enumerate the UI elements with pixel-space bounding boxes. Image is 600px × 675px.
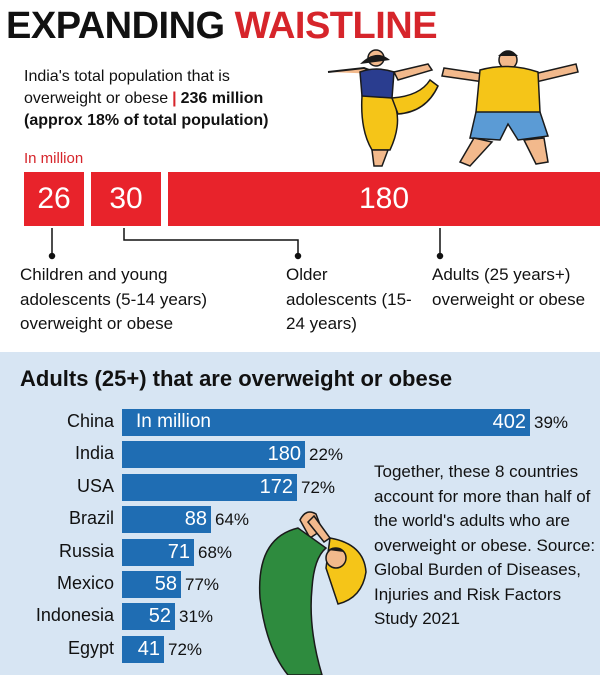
- country-label: India: [74, 443, 114, 464]
- headline-part-2: WAISTLINE: [234, 5, 438, 47]
- yoga-woman-icon: [327, 49, 439, 167]
- country-bar: [122, 441, 305, 469]
- country-bar: [122, 635, 164, 663]
- bar-percent-label: 64%: [215, 510, 250, 530]
- bar-value-label: 41: [137, 637, 160, 660]
- intro-text: India's total population that is overwei…: [24, 66, 344, 132]
- segment-older-adolescents: 30: [91, 172, 161, 226]
- country-bar: [122, 538, 194, 566]
- bar-value-label: 88: [184, 508, 207, 531]
- intro-line-2: overweight or obese | 236 million: [24, 88, 344, 110]
- top-chart-unit: In million: [24, 150, 84, 167]
- country-bar: [122, 603, 175, 631]
- lower-chart-title: Adults (25+) that are overweight or obes…: [20, 366, 453, 391]
- bar-percent-label: 68%: [198, 542, 233, 562]
- country-label: Indonesia: [35, 605, 114, 626]
- country-bar: [122, 409, 530, 436]
- segment-children: 26: [24, 172, 84, 226]
- country-label: Egypt: [67, 637, 114, 658]
- intro-line-1: India's total population that is: [24, 68, 230, 85]
- country-bar: [122, 506, 211, 534]
- bar-value-label: 180: [267, 443, 301, 466]
- bar-percent-label: 72%: [301, 477, 336, 497]
- headline-part-1: EXPANDING: [6, 5, 225, 47]
- country-label: Brazil: [68, 508, 114, 529]
- callout-children: Children and young adolescents (5-14 yea…: [20, 265, 208, 333]
- callout-adults: Adults (25 years+) overweight or obese: [432, 265, 586, 309]
- segment-older-adolescents-value: 30: [109, 182, 143, 215]
- bar-value-label: 402: [492, 411, 526, 433]
- segment-adults: 180: [168, 172, 600, 226]
- callout-connectors: [48, 228, 444, 260]
- intro-total: 236 million: [180, 90, 264, 107]
- bar-value-label: 172: [259, 475, 293, 498]
- intro-pipe: |: [172, 90, 177, 107]
- bar-percent-label: 39%: [534, 413, 569, 432]
- country-label: China: [66, 411, 114, 431]
- intro-line-2a: overweight or obese: [24, 90, 169, 107]
- lower-chart-unit: In million: [136, 411, 211, 432]
- bar-value-label: 52: [148, 605, 171, 628]
- bar-percent-label: 31%: [179, 607, 214, 627]
- intro-percent: (approx 18% of total population): [24, 112, 269, 129]
- country-bar: [122, 571, 181, 598]
- stretching-man-icon: [441, 50, 579, 167]
- intro-line-3: (approx 18% of total population): [24, 110, 344, 132]
- bar-percent-label: 22%: [309, 445, 344, 465]
- country-bar: [122, 473, 297, 501]
- bar-value-label: 71: [167, 540, 190, 563]
- country-label: USA: [76, 475, 114, 496]
- country-label: Russia: [58, 540, 114, 561]
- bar-percent-label: 77%: [185, 575, 220, 594]
- bar-percent-label: 72%: [168, 639, 203, 659]
- headline: EXPANDING WAISTLINE: [6, 5, 438, 47]
- bar-value-label: 58: [154, 573, 177, 595]
- footnote-text: Together, these 8 countries account for …: [374, 462, 596, 628]
- bending-woman-icon: [258, 511, 367, 675]
- country-label: Mexico: [56, 573, 114, 593]
- callout-older-adolescents: Older adolescents (15-24 years): [286, 265, 412, 333]
- segment-adults-value: 180: [358, 182, 410, 215]
- segment-children-value: 26: [37, 182, 71, 215]
